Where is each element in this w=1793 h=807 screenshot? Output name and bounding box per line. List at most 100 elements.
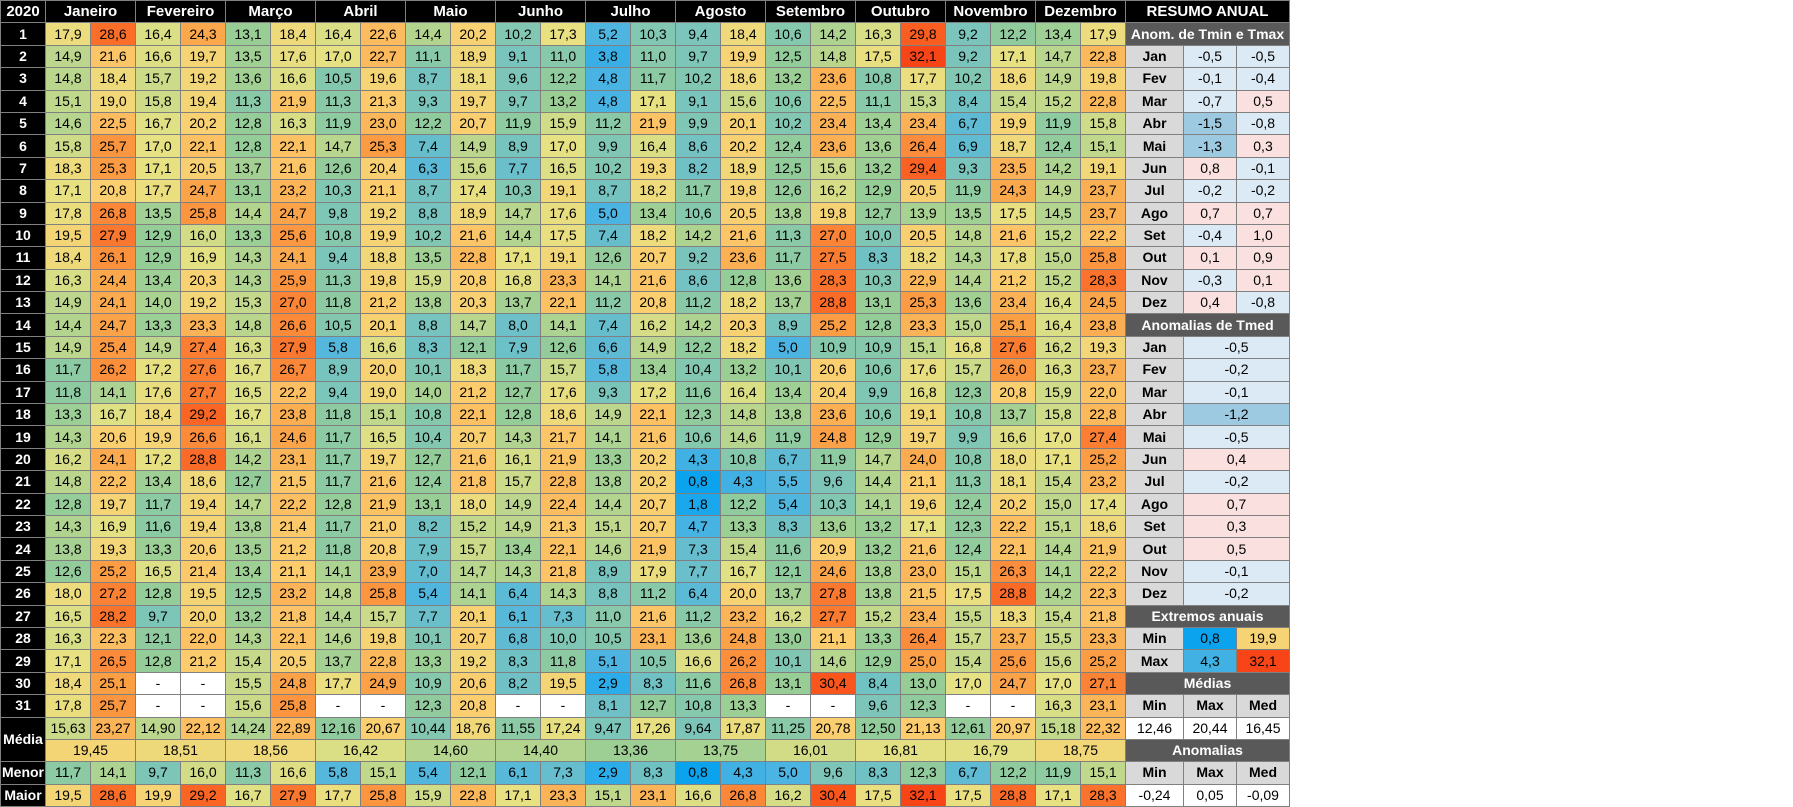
tmin-cell: 9,9 bbox=[585, 134, 631, 158]
tmin-cell: 12,9 bbox=[135, 223, 181, 248]
tmin-cell: 16,5 bbox=[225, 380, 271, 405]
anomalias-header: Med bbox=[1236, 761, 1290, 785]
anomalias-value: 0,05 bbox=[1183, 783, 1237, 807]
summary-month-label: Abr bbox=[1125, 403, 1184, 427]
tmin-cell: 13,4 bbox=[765, 380, 811, 405]
tmin-cell: 17,8 bbox=[45, 201, 91, 225]
tmax-cell: 23,3 bbox=[1080, 626, 1126, 651]
tmax-cell: 20,2 bbox=[450, 22, 496, 46]
tmax-cell: 23,7 bbox=[1080, 179, 1126, 203]
tmin-cell: 15,9 bbox=[1035, 380, 1081, 405]
tmax-cell: 17,4 bbox=[450, 179, 496, 203]
tmax-cell: 20,9 bbox=[810, 537, 856, 561]
tmax-cell: 20,5 bbox=[270, 649, 316, 673]
tmax-cell: 19,5 bbox=[540, 671, 586, 696]
tmin-cell: 10,4 bbox=[405, 425, 451, 449]
table-row: 6 15,8 25,7 17,0 22,1 12,8 22,1 14,7 25,3 7,4 14,9… bbox=[0, 134, 1290, 158]
tmax-cell: 26,8 bbox=[90, 201, 136, 225]
tmax-cell: 22,9 bbox=[900, 268, 946, 293]
extremo-max-tmax: 32,1 bbox=[1236, 649, 1290, 673]
tmax-cell: 23,3 bbox=[180, 313, 226, 337]
tmax-cell: 22,1 bbox=[990, 537, 1036, 561]
tmax-cell: 18,7 bbox=[990, 134, 1036, 158]
anomalias-title: Anomalias bbox=[1125, 738, 1290, 763]
tmin-cell: 9,7 bbox=[135, 604, 181, 628]
tmin-cell: 16,3 bbox=[45, 626, 91, 651]
tmin-cell: 9,3 bbox=[405, 89, 451, 113]
tmin-cell: 9,6 bbox=[855, 694, 901, 718]
anom-tmax-value: -0,2 bbox=[1236, 179, 1290, 203]
menor-tmax: 12,2 bbox=[990, 761, 1036, 785]
tmax-cell: 21,6 bbox=[90, 44, 136, 69]
tmax-cell: 21,4 bbox=[180, 559, 226, 584]
tmin-cell: 12,9 bbox=[855, 179, 901, 203]
tmin-cell: 13,8 bbox=[45, 537, 91, 561]
tmin-cell: 8,1 bbox=[585, 694, 631, 718]
tmax-cell: 15,6 bbox=[450, 156, 496, 181]
tmax-cell: 24,7 bbox=[270, 201, 316, 225]
tmin-cell: 15,6 bbox=[1035, 649, 1081, 673]
tmax-cell: 22,2 bbox=[990, 514, 1036, 539]
maior-tmax: 32,1 bbox=[900, 783, 946, 807]
tmax-cell: 23,7 bbox=[990, 626, 1036, 651]
tmin-cell: 13,1 bbox=[765, 671, 811, 696]
table-row: 28 16,3 22,3 12,1 22,0 14,3 22,1 14,6 19,8 10,1 20… bbox=[0, 626, 1290, 651]
day-number: 25 bbox=[0, 559, 46, 584]
tmin-cell: 9,8 bbox=[315, 201, 361, 225]
tmax-cell: 21,6 bbox=[900, 537, 946, 561]
tmin-cell: 10,8 bbox=[945, 447, 991, 472]
media-avg: 18,56 bbox=[225, 738, 316, 763]
tmax-cell: 23,6 bbox=[720, 246, 766, 270]
tmin-cell: 13,4 bbox=[495, 537, 541, 561]
tmin-cell: 13,8 bbox=[225, 514, 271, 539]
anomalias-header: Max bbox=[1183, 761, 1237, 785]
maior-tmax: 28,6 bbox=[90, 783, 136, 807]
day-number: 11 bbox=[0, 246, 46, 270]
media-avg: 16,42 bbox=[315, 738, 406, 763]
tmin-cell: 14,3 bbox=[45, 425, 91, 449]
tmin-cell: 11,0 bbox=[585, 604, 631, 628]
tmax-cell: 20,8 bbox=[360, 537, 406, 561]
tmin-cell: 14,5 bbox=[1035, 201, 1081, 225]
tmax-cell: 16,6 bbox=[990, 425, 1036, 449]
tmax-cell: 15,4 bbox=[990, 89, 1036, 113]
tmin-cell: 10,8 bbox=[945, 403, 991, 427]
tmin-cell: 11,9 bbox=[315, 111, 361, 136]
tmax-cell: 14,1 bbox=[90, 380, 136, 405]
tmin-cell: 16,7 bbox=[135, 111, 181, 136]
tmin-cell: 12,8 bbox=[225, 134, 271, 158]
tmin-cell: 14,6 bbox=[45, 111, 91, 136]
tmin-cell: 13,2 bbox=[765, 67, 811, 91]
media-tmax: 17,26 bbox=[630, 716, 676, 740]
media-tmin: 9,47 bbox=[585, 716, 631, 740]
tmax-cell: 22,8 bbox=[1080, 89, 1126, 113]
tmax-cell: - bbox=[180, 671, 226, 696]
tmax-cell: 19,7 bbox=[900, 425, 946, 449]
tmax-cell: 20,1 bbox=[450, 604, 496, 628]
tmin-cell: 11,7 bbox=[315, 425, 361, 449]
tmax-cell: 10,3 bbox=[630, 22, 676, 46]
tmax-cell: 26,6 bbox=[270, 313, 316, 337]
tmin-cell: 16,5 bbox=[45, 604, 91, 628]
summary-month-label: Ago bbox=[1125, 492, 1184, 516]
menor-label: Menor bbox=[0, 761, 46, 785]
tmax-cell: 29,8 bbox=[900, 22, 946, 46]
tmin-cell: 14,3 bbox=[945, 246, 991, 270]
tmax-cell: 16,7 bbox=[720, 559, 766, 584]
media-tmax: 17,87 bbox=[720, 716, 766, 740]
menor-tmax: 9,6 bbox=[810, 761, 856, 785]
tmax-cell: 22,1 bbox=[270, 626, 316, 651]
tmin-cell: 11,6 bbox=[135, 514, 181, 539]
tmax-cell: 10,5 bbox=[630, 649, 676, 673]
table-row: Média 15,63 23,27 14,90 22,12 14,24 22,89 12,16… bbox=[0, 716, 1290, 763]
tmax-cell: 12,1 bbox=[450, 335, 496, 360]
tmin-cell: 15,7 bbox=[945, 358, 991, 382]
tmax-cell: 22,2 bbox=[270, 380, 316, 405]
tmax-cell: 10,3 bbox=[810, 492, 856, 516]
tmin-cell: 13,6 bbox=[225, 67, 271, 91]
tmin-cell: 12,4 bbox=[945, 492, 991, 516]
tmin-cell: 15,8 bbox=[45, 134, 91, 158]
tmin-cell: 6,7 bbox=[945, 111, 991, 136]
media-avg: 13,36 bbox=[585, 738, 676, 763]
tmin-cell: 12,9 bbox=[855, 425, 901, 449]
